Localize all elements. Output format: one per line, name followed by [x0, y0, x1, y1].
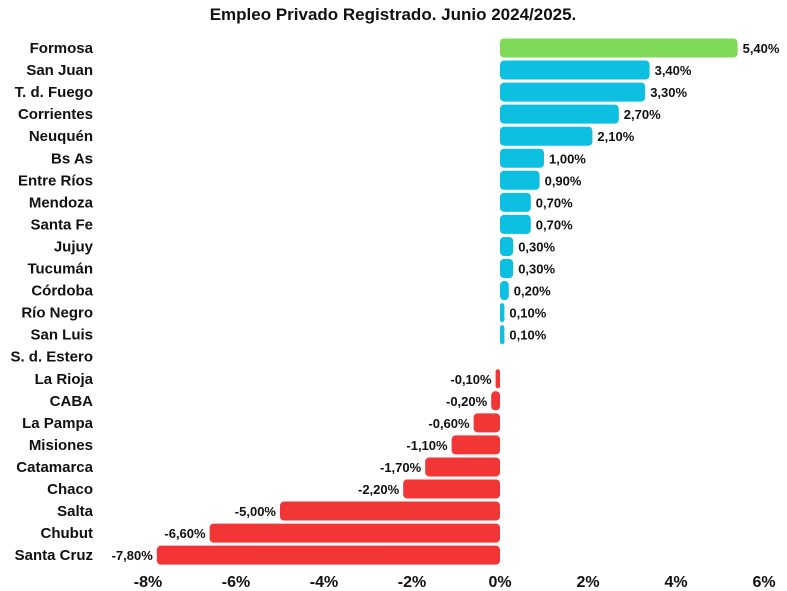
bar: [491, 391, 500, 411]
category-label: Santa Fe: [30, 216, 93, 233]
bar: [473, 413, 500, 433]
bar: [500, 82, 646, 102]
category-label: S. d. Estero: [10, 349, 93, 366]
value-label: 0,10%: [509, 306, 546, 321]
bar: [500, 325, 505, 345]
value-label: -1,10%: [406, 438, 448, 453]
x-tick-label: -2%: [398, 574, 426, 591]
value-label: 3,40%: [655, 63, 692, 78]
x-tick-label: 4%: [664, 574, 687, 591]
value-label: -5,00%: [235, 504, 277, 519]
category-label: Formosa: [30, 40, 94, 57]
value-label: 0,20%: [514, 284, 551, 299]
category-label: T. d. Fuego: [15, 84, 93, 101]
bar: [500, 303, 505, 323]
value-label: 2,70%: [624, 107, 661, 122]
value-label: 0,70%: [536, 217, 573, 232]
chart-title: Empleo Privado Registrado. Junio 2024/20…: [210, 5, 577, 24]
x-tick-label: -8%: [134, 574, 162, 591]
bar: [500, 60, 650, 80]
category-label: La Pampa: [22, 415, 94, 432]
category-label: San Luis: [30, 327, 93, 344]
category-label: Chaco: [47, 481, 93, 498]
bar: [500, 192, 531, 212]
category-label: CABA: [50, 393, 93, 410]
value-label: 0,90%: [545, 173, 582, 188]
category-label: Corrientes: [18, 106, 93, 123]
bar: [495, 369, 500, 389]
x-tick-label: 0%: [488, 574, 511, 591]
category-label: Entre Ríos: [18, 172, 93, 189]
bar: [500, 104, 619, 124]
bar: [500, 281, 509, 301]
category-label: Jujuy: [54, 238, 94, 255]
x-tick-label: 6%: [752, 574, 775, 591]
value-label: -1,70%: [380, 460, 422, 475]
value-label: 2,10%: [597, 129, 634, 144]
bar: [451, 435, 500, 455]
category-label: Chubut: [41, 525, 93, 542]
bar: [403, 479, 500, 499]
bar: [500, 170, 540, 190]
bar: [209, 523, 500, 543]
category-label: Misiones: [29, 437, 93, 454]
bar: [280, 501, 500, 521]
category-label: Salta: [57, 503, 94, 520]
bar: [500, 126, 593, 146]
value-label: 1,00%: [549, 151, 586, 166]
value-label: 0,30%: [518, 239, 555, 254]
bar: [500, 259, 514, 278]
bar: [500, 214, 531, 234]
category-label: Bs As: [51, 150, 93, 167]
category-label: La Rioja: [35, 371, 94, 388]
x-tick-label: -4%: [310, 574, 338, 591]
x-tick-label: 2%: [576, 574, 599, 591]
category-label: Santa Cruz: [15, 547, 93, 564]
value-label: -6,60%: [164, 526, 206, 541]
x-tick-label: -6%: [222, 574, 250, 591]
bar: [500, 38, 738, 58]
value-label: -7,80%: [112, 548, 154, 563]
bar: [425, 457, 500, 477]
value-label: 0,70%: [536, 195, 573, 210]
value-label: -0,60%: [428, 416, 470, 431]
value-label: 3,30%: [650, 85, 687, 100]
category-label: Tucumán: [27, 261, 93, 278]
value-label: 0,10%: [509, 328, 546, 343]
value-label: 0,30%: [518, 262, 555, 277]
category-label: Catamarca: [16, 459, 93, 476]
category-label: Neuquén: [29, 128, 93, 145]
value-label: -0,20%: [446, 394, 488, 409]
category-label: Córdoba: [31, 283, 93, 300]
category-label: Río Negro: [21, 305, 93, 322]
value-label: 5,40%: [743, 41, 780, 56]
bar: [156, 545, 501, 565]
value-label: -2,20%: [358, 482, 400, 497]
value-label: -0,10%: [450, 372, 492, 387]
bar: [500, 236, 514, 256]
category-label: San Juan: [26, 62, 93, 79]
category-label: Mendoza: [29, 194, 94, 211]
bar: [500, 148, 544, 168]
